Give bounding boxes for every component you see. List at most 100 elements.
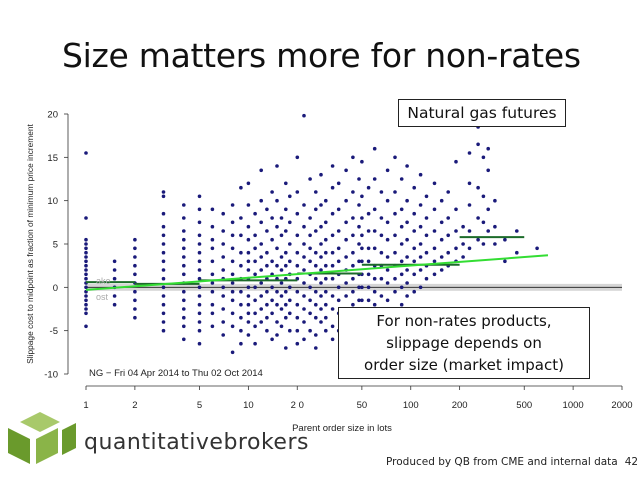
data-point bbox=[161, 294, 166, 298]
data-point bbox=[324, 237, 328, 242]
data-point bbox=[112, 294, 117, 298]
data-point bbox=[197, 220, 202, 225]
data-point bbox=[197, 250, 202, 255]
data-point bbox=[344, 281, 348, 285]
natural-gas-callout: Natural gas futures bbox=[398, 99, 566, 127]
data-point bbox=[265, 315, 269, 320]
data-point bbox=[210, 224, 215, 229]
data-point bbox=[344, 168, 348, 173]
data-point bbox=[84, 276, 88, 281]
data-point bbox=[270, 259, 274, 264]
data-point bbox=[324, 263, 328, 268]
data-point bbox=[336, 229, 341, 233]
data-point bbox=[412, 272, 417, 277]
data-point bbox=[182, 324, 186, 329]
data-point bbox=[295, 289, 300, 294]
data-point bbox=[366, 211, 371, 216]
data-point bbox=[161, 328, 166, 333]
data-point bbox=[253, 272, 257, 277]
data-point bbox=[288, 285, 292, 290]
data-point bbox=[295, 302, 300, 307]
data-point bbox=[412, 185, 417, 190]
data-point bbox=[221, 229, 225, 233]
data-point bbox=[467, 181, 472, 186]
data-point bbox=[279, 324, 284, 329]
data-point bbox=[360, 233, 364, 238]
data-point bbox=[330, 164, 335, 168]
data-point bbox=[161, 268, 166, 272]
reference-band-label-1: ake bbox=[96, 276, 111, 286]
data-point bbox=[424, 233, 429, 238]
data-point bbox=[424, 250, 429, 255]
data-point bbox=[399, 207, 404, 212]
data-point bbox=[265, 302, 269, 307]
data-point bbox=[481, 220, 486, 225]
data-point bbox=[319, 307, 323, 311]
data-point bbox=[259, 294, 264, 298]
data-point bbox=[259, 220, 264, 225]
data-point bbox=[84, 298, 88, 303]
data-point bbox=[253, 211, 257, 216]
data-point bbox=[314, 190, 318, 194]
data-point bbox=[182, 255, 186, 259]
callout-line-3: order size (market impact) bbox=[364, 356, 564, 374]
callout-line-2: slippage depends on bbox=[386, 334, 542, 352]
points-layer bbox=[84, 113, 539, 355]
data-point bbox=[275, 263, 279, 268]
data-point bbox=[288, 259, 292, 264]
data-point bbox=[405, 237, 409, 242]
data-point bbox=[275, 246, 279, 251]
data-point bbox=[182, 315, 186, 320]
data-point bbox=[239, 250, 243, 255]
data-point bbox=[418, 203, 423, 207]
data-point bbox=[467, 203, 472, 207]
data-point bbox=[308, 177, 312, 181]
data-point bbox=[476, 185, 480, 190]
data-point bbox=[366, 246, 371, 251]
data-point bbox=[324, 328, 328, 333]
x-tick-label: 500 bbox=[516, 400, 532, 411]
data-point bbox=[385, 198, 390, 203]
data-point bbox=[230, 233, 235, 238]
data-point bbox=[284, 250, 288, 255]
data-point bbox=[84, 259, 88, 264]
data-point bbox=[239, 341, 243, 346]
data-point bbox=[418, 242, 423, 246]
data-point bbox=[253, 259, 257, 264]
data-point bbox=[357, 259, 361, 264]
data-point bbox=[84, 307, 88, 311]
data-point bbox=[84, 324, 88, 329]
data-point bbox=[284, 229, 288, 233]
data-point bbox=[385, 168, 390, 173]
data-point bbox=[84, 242, 88, 246]
data-point bbox=[314, 333, 318, 337]
data-point bbox=[330, 307, 335, 311]
data-point bbox=[357, 285, 361, 290]
data-point bbox=[535, 246, 539, 251]
data-point bbox=[246, 285, 251, 290]
data-point bbox=[84, 272, 88, 277]
data-point bbox=[279, 233, 284, 238]
data-point bbox=[372, 246, 377, 251]
data-point bbox=[439, 198, 444, 203]
data-point bbox=[197, 268, 202, 272]
x-tick-label: 1000 bbox=[563, 400, 584, 411]
data-point bbox=[221, 255, 225, 259]
data-point bbox=[259, 255, 264, 259]
data-point bbox=[230, 311, 235, 316]
data-point bbox=[366, 272, 371, 277]
data-point bbox=[270, 190, 274, 194]
data-point bbox=[405, 268, 409, 272]
data-point bbox=[230, 298, 235, 303]
data-point bbox=[246, 320, 251, 324]
data-point bbox=[295, 211, 300, 216]
data-point bbox=[279, 294, 284, 298]
data-point bbox=[182, 272, 186, 277]
data-point bbox=[239, 328, 243, 333]
data-point bbox=[246, 259, 251, 264]
data-point bbox=[270, 311, 274, 316]
data-point bbox=[366, 259, 371, 264]
data-point bbox=[412, 259, 417, 264]
footer-source: Produced by QB from CME and internal dat… bbox=[386, 456, 618, 468]
data-point bbox=[314, 302, 318, 307]
